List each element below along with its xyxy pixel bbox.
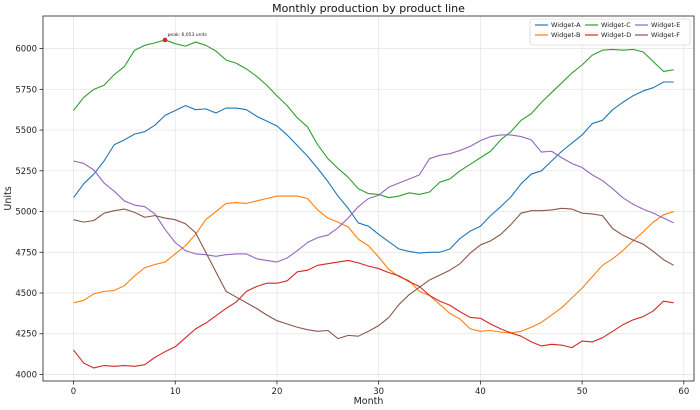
series-line-widget-e [73, 134, 674, 263]
x-axis-label: Month [354, 396, 384, 407]
x-tick-label: 10 [170, 387, 181, 397]
legend: Widget-A Widget-B Widget-C Widget-D Widget-E… [529, 18, 691, 46]
x-tick-label: 20 [272, 387, 283, 397]
x-tick-label: 60 [678, 387, 689, 397]
x-tick-label: 30 [373, 387, 384, 397]
peak-marker [162, 37, 168, 43]
legend-box [529, 18, 691, 46]
y-tick-label: 5250 [15, 167, 37, 177]
legend-label: Widget-E [651, 21, 680, 29]
legend-label: Widget-F [651, 31, 680, 39]
series-line-widget-f [73, 207, 674, 340]
x-tick-label: 40 [475, 387, 486, 397]
chart-title: Monthly production by product line [272, 2, 465, 15]
legend-label: Widget-A [551, 21, 581, 29]
legend-label: Widget-C [601, 21, 631, 29]
y-tick-label: 5750 [15, 85, 37, 95]
y-tick-label: 5000 [15, 208, 37, 218]
y-tick-label: 4000 [15, 370, 37, 380]
y-tick-label: 4500 [15, 289, 37, 299]
x-tick-label: 50 [577, 387, 588, 397]
series-line-widget-d [73, 259, 674, 369]
plot-area-frame [42, 15, 695, 382]
annotations: peak: 6,053 units [162, 32, 208, 43]
peak-annotation: peak: 6,053 units [168, 32, 208, 38]
y-tick-label: 5500 [15, 126, 37, 136]
series-line-widget-b [73, 195, 674, 334]
axis-ticks: 0 10 20 30 40 50 60 4000 4250 4500 4750 5000 5250 550… [15, 45, 689, 397]
legend-label: Widget-D [601, 31, 631, 39]
y-tick-label: 6000 [15, 45, 37, 55]
series-line-widget-c [73, 39, 674, 199]
y-tick-label: 4750 [15, 248, 37, 258]
y-axis-label: Units [3, 186, 14, 210]
series-lines [73, 39, 674, 369]
y-tick-label: 4250 [15, 330, 37, 340]
x-tick-label: 0 [71, 387, 76, 397]
legend-label: Widget-B [551, 31, 580, 39]
series-line-widget-a [73, 81, 674, 254]
